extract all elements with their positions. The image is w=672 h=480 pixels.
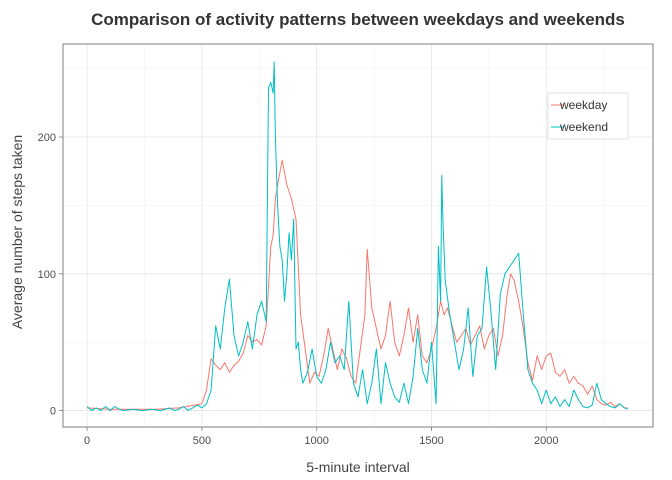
series-lines — [86, 61, 628, 412]
y-tick-label: 0 — [50, 406, 56, 418]
series-line-weekend — [86, 61, 628, 412]
legend: weekday weekend — [547, 92, 629, 140]
series-line-weekday — [87, 159, 628, 410]
x-tick-label: 1500 — [419, 435, 443, 447]
chart-title: Comparison of activity patterns between … — [91, 10, 625, 29]
x-tick-label: 2000 — [534, 435, 558, 447]
axis-ticks: 0 500 1000 1500 2000 0 100 200 — [38, 132, 559, 447]
x-tick-label: 500 — [193, 435, 211, 447]
y-axis-label: Average number of steps taken — [9, 135, 25, 329]
legend-box — [547, 92, 629, 140]
plot-border — [62, 43, 654, 428]
y-tick-label: 200 — [38, 132, 56, 144]
legend-label-weekend: weekend — [559, 120, 608, 134]
y-tick-label: 100 — [38, 269, 56, 281]
x-tick-label: 0 — [84, 435, 90, 447]
x-tick-label: 1000 — [304, 435, 328, 447]
x-axis-label: 5-minute interval — [306, 459, 410, 475]
legend-label-weekday: weekday — [559, 98, 607, 112]
